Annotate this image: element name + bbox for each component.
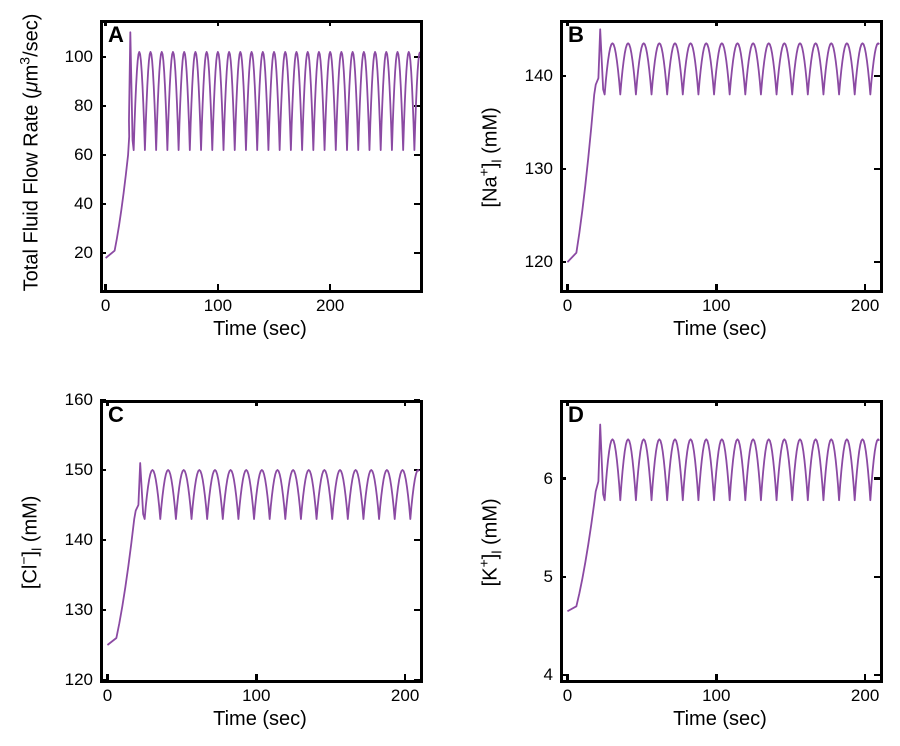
panel-D: 4560100200Time (sec)[K+]l (mM)D — [0, 0, 900, 746]
figure: 204060801000100200Time (sec)Total Fluid … — [0, 0, 900, 746]
trace-D — [0, 0, 900, 746]
